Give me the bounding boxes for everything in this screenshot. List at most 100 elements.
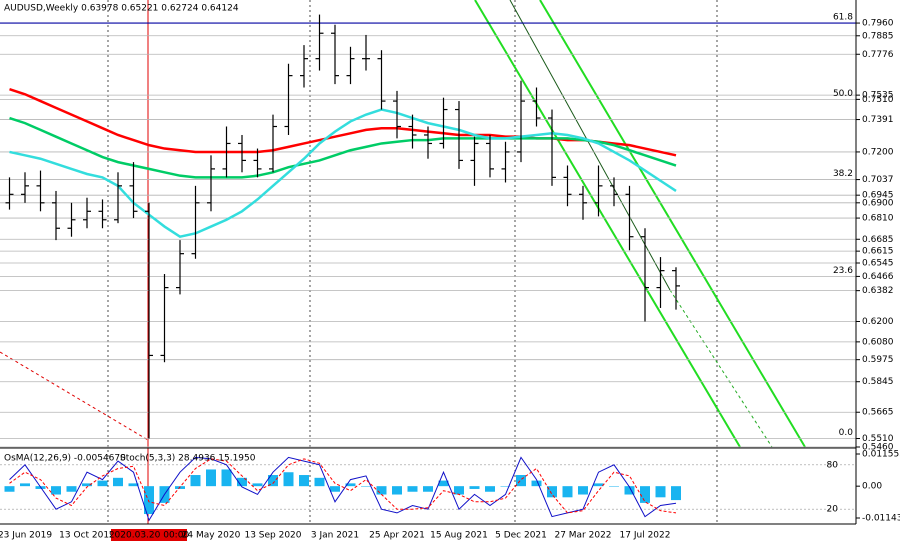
x-label-highlight <box>111 529 187 541</box>
osma-bar <box>237 477 247 487</box>
channel <box>474 0 806 448</box>
chart-title: AUDUSD,Weekly 0.63978 0.65221 0.62724 0.… <box>4 4 239 14</box>
y-tick-label: 0.6945 <box>862 191 894 201</box>
y-tick-label: 0.7037 <box>862 175 894 185</box>
osma-bar <box>252 483 263 487</box>
osma-bar <box>671 486 681 501</box>
stoch-line <box>9 458 677 514</box>
trend-line <box>0 351 149 441</box>
osma-bar <box>4 486 15 492</box>
osma-bar <box>531 480 542 487</box>
x-tick-label: 17 Jul 2022 <box>620 531 671 541</box>
osma-bar <box>392 486 402 495</box>
osma-bar <box>299 475 309 487</box>
osma-bar <box>268 475 278 487</box>
osma-bar <box>97 480 108 487</box>
osma-bar <box>283 472 294 487</box>
osma-bar <box>314 477 325 487</box>
osma-bar <box>454 486 464 495</box>
y2-tick-label: 20 <box>827 505 839 515</box>
osma-bar <box>82 483 92 487</box>
y-tick-label: 0.6382 <box>862 286 894 296</box>
osma-bar <box>20 483 30 487</box>
x-tick-label: 15 Aug 2021 <box>430 531 488 541</box>
y-tick-label: 0.6545 <box>862 259 894 269</box>
osma-bar <box>469 486 480 489</box>
osma-bar <box>376 486 387 495</box>
osma-bar <box>500 486 511 487</box>
channel-line <box>474 0 741 448</box>
y-tick-label: 0.5975 <box>862 355 894 365</box>
osc-subtitle: Stoch(5,3,3) 28.4936 15.1950 <box>120 454 256 464</box>
osma-bar <box>407 486 418 492</box>
y-tick-label: 0.6080 <box>862 337 894 347</box>
stoch-line <box>9 456 677 522</box>
osma-bar <box>190 475 201 487</box>
y-tick-label: 0.00 <box>862 482 882 492</box>
osc-title: OsMA(12,26,9) -0.0054670 <box>4 454 126 464</box>
osma-bar <box>578 486 588 495</box>
osma-bar <box>113 477 123 487</box>
y-tick-label: 0.6466 <box>862 272 894 282</box>
y-tick-label: 0.5845 <box>862 377 894 387</box>
moving-average <box>9 116 677 179</box>
x-tick-label: 2020.03.20 00:00 <box>109 531 190 541</box>
osma-bar <box>128 483 139 487</box>
x-tick-label: 13 Oct 2019 <box>59 531 115 541</box>
x-tick-label: 23 Jun 2019 <box>0 531 52 541</box>
x-tick-label: 25 Apr 2021 <box>369 531 425 541</box>
channel-line <box>539 0 806 448</box>
osma-bar <box>655 486 666 498</box>
y-tick-label: 0.7885 <box>862 31 894 41</box>
osma-bar <box>485 486 495 492</box>
osma-bar <box>423 486 433 492</box>
osma-bar <box>438 480 449 487</box>
y-tick-label: 0.7200 <box>862 147 894 157</box>
y-tick-label: 0.6810 <box>862 214 894 224</box>
osma-bar <box>51 486 61 495</box>
moving-average <box>9 108 677 239</box>
fib-label: 0.0 <box>839 428 854 438</box>
osma-bar <box>66 486 77 492</box>
x-tick-label: 5 Dec 2021 <box>495 531 547 541</box>
y-tick-label: 0.6685 <box>862 235 894 245</box>
osma-bar <box>516 475 526 487</box>
y-tick-label: 0.6900 <box>862 198 894 208</box>
y-tick-label: 0.5665 <box>862 408 894 418</box>
y2-tick-label: 80 <box>827 460 839 470</box>
fib-label: 50.0 <box>833 89 853 99</box>
oscillator-panel: 0.0115539 0.00 -0.011432 80 20 <box>0 450 900 524</box>
channel-mid-dashed <box>669 289 773 448</box>
y-tick-label: 0.7510 <box>862 95 894 105</box>
y-tick-label: 0.7535 <box>862 91 894 101</box>
y-tick-label: 0.0115539 <box>862 450 900 460</box>
osma-bar <box>144 486 154 515</box>
x-tick-label: 13 Sep 2020 <box>244 531 301 541</box>
osma-bar <box>609 486 619 487</box>
x-tick-label: 3 Jan 2021 <box>311 531 359 541</box>
osma-bar <box>547 486 557 498</box>
vertical-grid <box>107 0 718 524</box>
osma-bar <box>593 483 604 487</box>
fib-label: 61.8 <box>833 13 853 23</box>
y-tick-label: -0.011432 <box>862 514 900 524</box>
osma-bar <box>361 486 371 487</box>
y-tick-label: 0.7776 <box>862 50 894 60</box>
osma-bar <box>221 469 232 487</box>
y-tick-label: 0.7391 <box>862 115 894 125</box>
y-tick-label: 0.6615 <box>862 247 894 257</box>
y-tick-label: 0.7960 <box>862 19 894 29</box>
moving-average <box>9 88 677 157</box>
osma-bar <box>640 486 650 503</box>
y-tick-label: 0.5510 <box>862 434 894 444</box>
channel-mid <box>509 0 671 291</box>
y-tick-label: 0.5460 <box>862 443 894 453</box>
x-tick-label: 24 May 2020 <box>182 531 241 541</box>
osma-bar <box>330 486 340 492</box>
osma-bar <box>206 469 216 487</box>
osma-bar <box>562 486 573 498</box>
fib-label: 38.2 <box>833 169 853 179</box>
